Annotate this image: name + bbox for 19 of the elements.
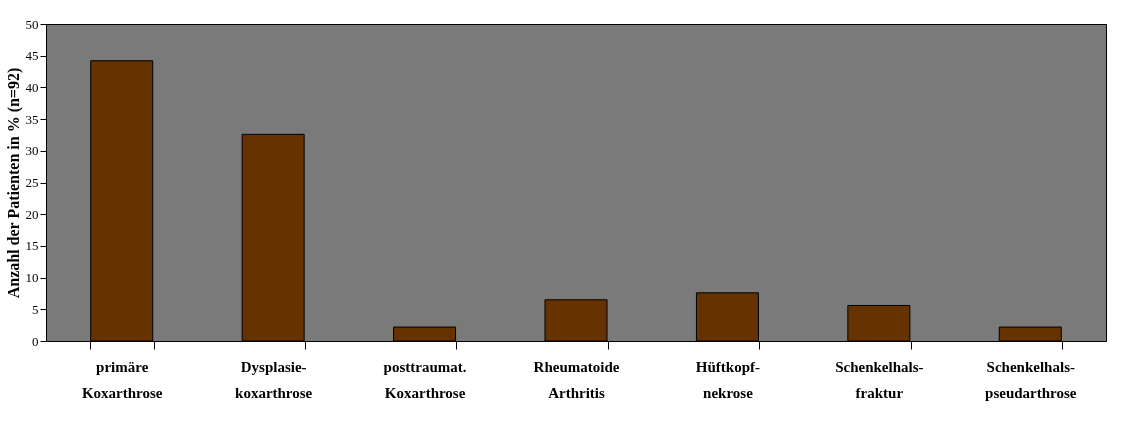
y-tick-label: 30 xyxy=(25,143,39,159)
x-tick-label: Dysplasie- koxarthrose xyxy=(235,358,313,401)
y-tick-label: 10 xyxy=(25,270,39,286)
x-tick-label: Schenkelhals- fraktur xyxy=(835,358,924,401)
y-tick-label: 25 xyxy=(25,175,39,190)
x-tick-label: Schenkelhals- pseudarthrose xyxy=(985,358,1077,401)
y-tick-label: 0 xyxy=(32,333,39,349)
y-tick-label: 40 xyxy=(25,79,39,95)
x-tick-label: posttraumat. Koxarthrose xyxy=(383,358,467,401)
y-axis-title: Anzahl der Patienten in % (n=92) xyxy=(4,67,23,299)
y-tick-label: 15 xyxy=(25,238,39,254)
x-tick-label: primäre Koxarthrose xyxy=(81,358,163,401)
y-tick-label: 50 xyxy=(25,16,39,32)
y-tick-label: 35 xyxy=(25,111,39,127)
y-tick-label: 45 xyxy=(25,48,39,64)
y-tick-label: 5 xyxy=(32,301,39,317)
y-tick-label: 20 xyxy=(25,206,39,222)
x-tick-label: Hüftkopf- nekrose xyxy=(695,358,761,401)
x-tick-label: Rheumatoide Arthritis xyxy=(533,358,620,401)
